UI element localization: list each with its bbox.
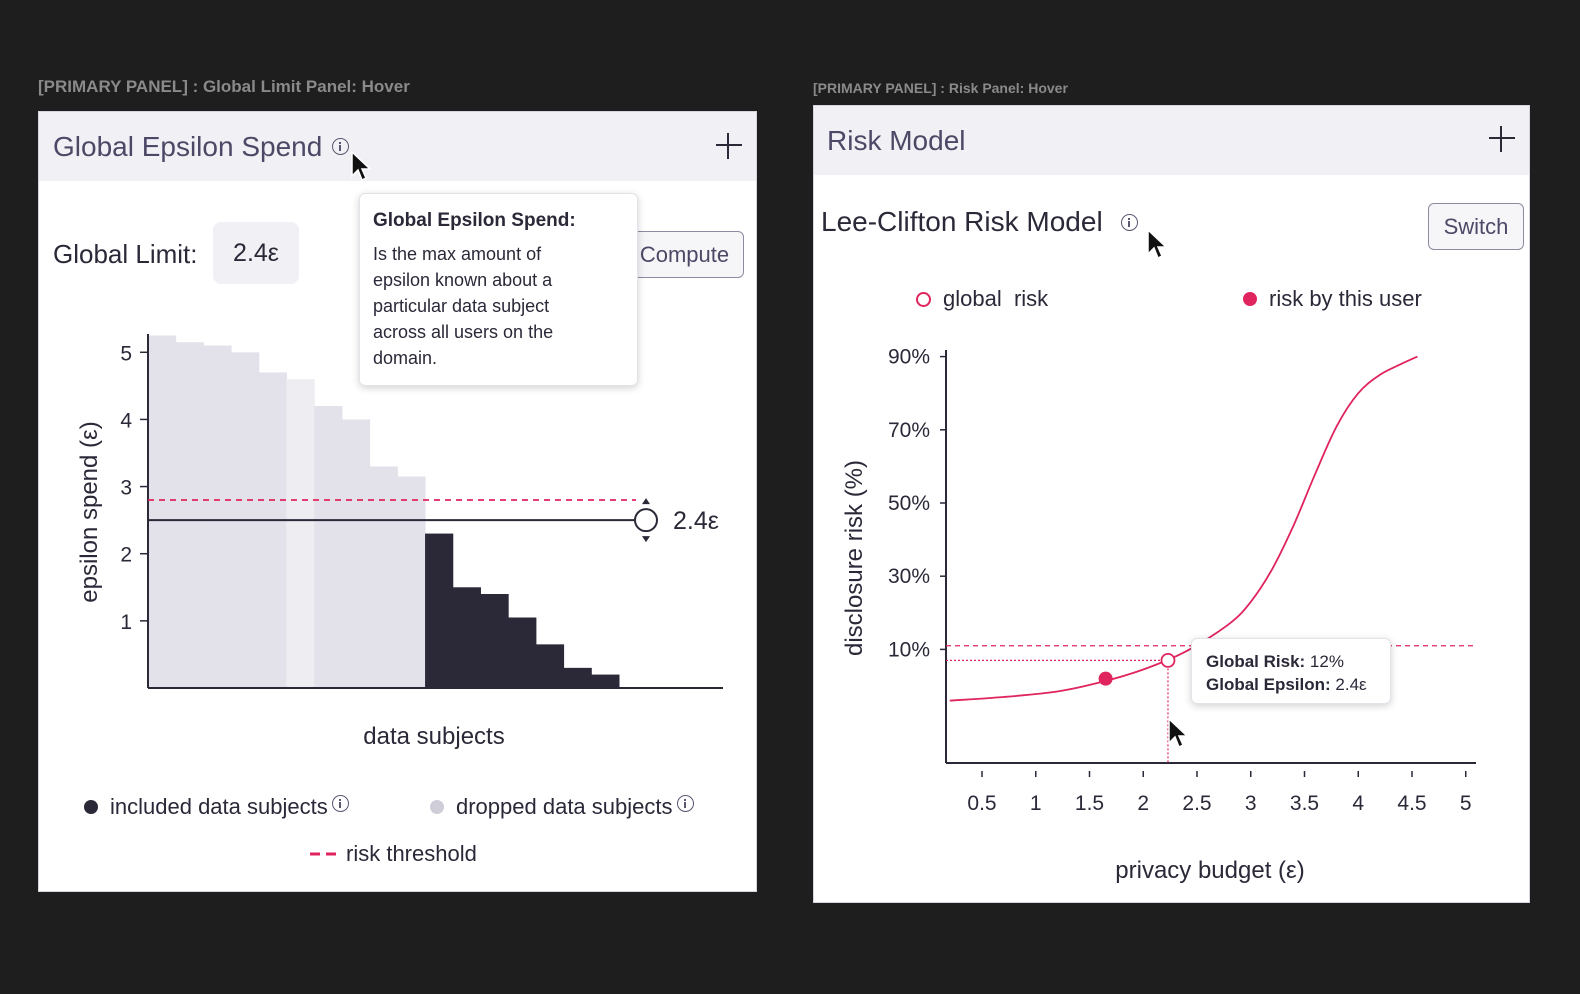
y-tick-label: 10% — [888, 638, 930, 661]
tooltip-line: domain. — [373, 348, 438, 368]
user-risk-point[interactable] — [1098, 671, 1113, 686]
model-name-label: Lee-Clifton Risk Model — [821, 206, 1103, 237]
dropped-bar — [203, 345, 232, 688]
tooltip-risk-value: 12% — [1305, 652, 1344, 671]
x-tick-label: 4 — [1352, 792, 1364, 815]
cursor-icon — [1168, 717, 1189, 749]
model-name: Lee-Clifton Risk Model — [821, 206, 1138, 238]
info-icon[interactable] — [331, 794, 349, 812]
y-axis-label: disclosure risk (%) — [841, 460, 868, 656]
y-tick-label: 30% — [888, 565, 930, 588]
tooltip-line: particular data subject — [373, 296, 550, 316]
included-bar — [535, 644, 565, 688]
y-tick-label: 5 — [120, 342, 132, 365]
x-tick-label: 3 — [1245, 792, 1257, 815]
included-bar — [563, 667, 592, 688]
legend-threshold: risk threshold — [310, 841, 477, 867]
tooltip-risk-label: Global Risk: — [1206, 652, 1306, 671]
tooltip-line: across all users on the — [373, 322, 554, 342]
global-limit-value[interactable]: 2.4ε — [213, 222, 299, 284]
dropped-bar — [397, 476, 426, 688]
panel-title: Risk Model — [827, 124, 966, 156]
dropped-bar — [341, 419, 371, 688]
dropped-bar — [314, 406, 343, 688]
dropped-bar — [369, 466, 398, 688]
global-risk-point[interactable] — [1160, 652, 1176, 668]
panel-header: Global Epsilon Spend — [39, 112, 756, 181]
x-tick-label: 4.5 — [1397, 792, 1426, 815]
info-icon[interactable] — [676, 794, 694, 812]
y-axis-label: epsilon spend (ε) — [76, 421, 103, 602]
y-tick-label: 70% — [888, 419, 930, 442]
tooltip-risk-row: Global Risk: 12% — [1206, 650, 1376, 673]
x-axis-label: privacy budget (ε) — [1115, 857, 1304, 884]
switch-button[interactable]: Switch — [1428, 203, 1524, 250]
tooltip-epsilon-row: Global Epsilon: 2.4ε — [1206, 673, 1376, 696]
dropped-bar — [258, 372, 288, 688]
x-tick-label: 2 — [1137, 792, 1149, 815]
risk-tooltip: Global Risk: 12% Global Epsilon: 2.4ε — [1191, 638, 1391, 704]
included-bar — [452, 587, 481, 688]
global-risk-dot — [916, 291, 931, 307]
x-tick-label: 0.5 — [967, 792, 996, 815]
x-tick-label: 2.5 — [1182, 792, 1211, 815]
x-tick-label: 1 — [1030, 792, 1042, 815]
right-frame-label: [PRIMARY PANEL] : Risk Panel: Hover — [813, 80, 1068, 96]
legend-included-label: included data subjects — [110, 794, 328, 819]
included-bar — [508, 617, 537, 688]
dropped-bar — [148, 335, 177, 688]
epsilon-spend-chart: epsilon spend (ε) data subjects 1 2 3 4 5 2.… — [76, 334, 723, 750]
tooltip-line: Is the max amount of — [373, 244, 542, 264]
y-tick-label: 1 — [120, 611, 132, 634]
tooltip-body: Is the max amount of epsilon known about… — [373, 241, 624, 371]
risk-model-panel: Risk Model Lee-Clifton Risk Model Switch… — [813, 105, 1530, 903]
y-tick-label: 4 — [120, 409, 132, 432]
included-bar — [425, 533, 454, 688]
panel-title: Global Epsilon Spend — [53, 130, 323, 162]
dropped-dot — [430, 800, 444, 814]
y-tick-label: 50% — [888, 492, 930, 515]
tooltip-epsilon-value: 2.4ε — [1330, 675, 1367, 694]
dropped-bar — [286, 379, 315, 688]
cursor-icon — [1147, 228, 1168, 260]
x-tick-label: 1.5 — [1075, 792, 1104, 815]
legend-global-risk-label: global risk — [943, 286, 1049, 311]
left-frame-label: [PRIMARY PANEL] : Global Limit Panel: Ho… — [38, 77, 410, 96]
x-axis-label: data subjects — [363, 723, 504, 750]
legend-threshold-label: risk threshold — [346, 841, 477, 866]
included-bar — [480, 594, 509, 688]
risk-chart: disclosure risk (%) privacy budget (ε) 1… — [841, 346, 1476, 884]
limit-slider-value: 2.4ε — [673, 507, 719, 535]
limit-slider-handle[interactable] — [634, 498, 658, 543]
included-dot — [84, 800, 98, 814]
cursor-icon — [351, 150, 372, 182]
add-button[interactable] — [714, 131, 744, 161]
legend-user-risk: risk by this user — [1243, 286, 1422, 312]
legend-global-risk: global risk — [916, 286, 1048, 312]
legend-dropped: dropped data subjects — [430, 794, 694, 820]
legend-dropped-label: dropped data subjects — [456, 794, 673, 819]
legend-included: included data subjects — [84, 794, 349, 820]
y-tick-label: 3 — [120, 477, 132, 500]
y-tick-label: 2 — [120, 544, 132, 567]
compute-button[interactable]: Compute — [625, 231, 744, 278]
tooltip-line: epsilon known about a — [373, 270, 553, 290]
tooltip-epsilon-label: Global Epsilon: — [1206, 675, 1331, 694]
legend-user-risk-label: risk by this user — [1269, 286, 1422, 311]
global-risk-curve — [949, 355, 1418, 702]
user-risk-dot — [1243, 292, 1257, 306]
y-tick-label: 90% — [888, 346, 930, 369]
dashed-line-icon — [310, 852, 338, 856]
add-button[interactable] — [1487, 124, 1517, 154]
dropped-bar — [175, 342, 204, 688]
info-tooltip: Global Epsilon Spend: Is the max amount … — [359, 193, 638, 386]
x-tick-label: 5 — [1460, 792, 1472, 815]
x-tick-label: 3.5 — [1290, 792, 1319, 815]
panel-header: Risk Model — [814, 106, 1529, 175]
included-bar — [591, 674, 620, 688]
tooltip-title: Global Epsilon Spend: — [373, 210, 576, 231]
global-limit-label: Global Limit: — [53, 239, 198, 269]
info-icon[interactable] — [1120, 213, 1138, 231]
info-icon[interactable] — [332, 138, 350, 155]
